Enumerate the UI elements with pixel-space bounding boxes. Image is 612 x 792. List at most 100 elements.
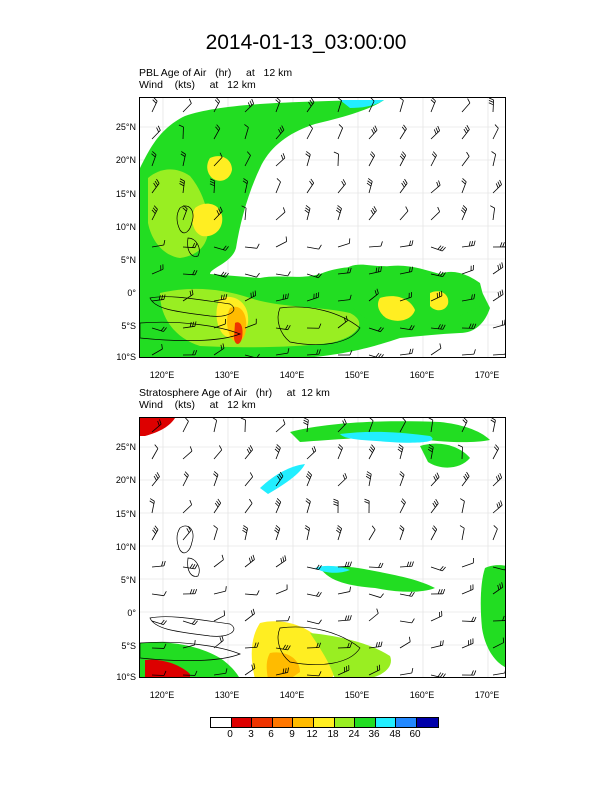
- wind-barb: [275, 471, 284, 487]
- wind-barb: [178, 124, 184, 140]
- wind-barb: [337, 615, 352, 622]
- wind-barb: [399, 561, 414, 568]
- wind-barb: [492, 319, 505, 329]
- strat-field-green-east: [480, 565, 505, 667]
- colorbar-swatch: [231, 718, 253, 727]
- wind-barb: [182, 269, 198, 276]
- wind-barb: [337, 665, 350, 676]
- wind-barb: [151, 151, 157, 167]
- wind-barb: [182, 289, 194, 302]
- p2-lon-label: 130°E: [214, 690, 240, 700]
- wind-barb: [244, 124, 249, 140]
- wind-barb: [492, 289, 504, 302]
- wind-barb: [490, 418, 496, 433]
- colorbar-label: 12: [306, 729, 318, 740]
- wind-barb: [399, 471, 405, 487]
- wind-barb: [304, 525, 310, 541]
- wind-barb: [430, 472, 440, 487]
- wind-barb: [492, 615, 505, 622]
- wind-barb: [461, 638, 474, 649]
- p1-lat-label: 5°N: [120, 255, 136, 265]
- wind-barb: [337, 315, 348, 329]
- wind-barb: [428, 418, 434, 433]
- wind-barb: [306, 591, 322, 597]
- wind-barb: [492, 124, 499, 140]
- wind-barb: [213, 343, 225, 356]
- strat-field-cyan-north: [340, 431, 433, 443]
- wind-barb: [336, 525, 342, 541]
- wind-barb: [151, 264, 164, 275]
- strat-field-red-south: [145, 659, 190, 677]
- pbl-field-yellow-5: [430, 291, 449, 311]
- pbl-field-lightgreen-south: [160, 288, 360, 348]
- wind-barb: [151, 326, 167, 332]
- wind-barb: [212, 418, 218, 433]
- wind-barb: [306, 178, 315, 194]
- wind-barb: [182, 639, 196, 649]
- wind-barb: [275, 125, 285, 140]
- wind-barb: [368, 418, 374, 433]
- wind-barb: [151, 240, 166, 248]
- wind-barb: [492, 472, 503, 487]
- wind-barb: [460, 498, 465, 514]
- p2-lat-label: 10°S: [116, 672, 136, 682]
- wind-barb: [244, 272, 260, 278]
- p1-lon-label: 140°E: [279, 370, 305, 380]
- panel1-wind-label: Wind (kts) at 12 km: [139, 79, 256, 91]
- wind-barb: [337, 238, 351, 248]
- wind-barb: [399, 618, 415, 624]
- wind-barb: [275, 178, 281, 194]
- colorbar-label: 3: [248, 729, 254, 740]
- wind-barb: [461, 349, 476, 356]
- panel2-wind-label: Wind (kts) at 12 km: [139, 399, 256, 411]
- wind-barb: [430, 151, 437, 167]
- p2-lon-label: 140°E: [279, 690, 305, 700]
- wind-barb: [430, 640, 444, 649]
- wind-barb: [151, 178, 160, 194]
- p1-lat-label: 10°N: [115, 222, 136, 232]
- wind-barb: [430, 525, 438, 541]
- wind-barb: [368, 664, 381, 676]
- wind-barb: [461, 616, 477, 622]
- wind-barb: [151, 560, 166, 568]
- panel2-field-label: Stratosphere Age of Air (hr) at 12 km: [139, 387, 330, 399]
- wind-barb: [213, 124, 221, 140]
- wind-barb: [492, 242, 505, 248]
- wind-barb: [430, 98, 436, 113]
- wind-barb: [430, 610, 443, 622]
- wind-barb: [461, 151, 470, 167]
- wind-barb: [427, 444, 434, 460]
- p1-lon-label: 150°E: [344, 370, 370, 380]
- wind-barb: [368, 98, 375, 113]
- wind-barb: [244, 642, 259, 649]
- wind-barb: [182, 242, 198, 249]
- wind-barb: [430, 290, 443, 302]
- wind-barb: [182, 471, 189, 487]
- colorbar-swatch: [313, 718, 335, 727]
- wind-barb: [306, 564, 322, 570]
- wind-barb: [491, 151, 497, 167]
- wind-barb: [244, 554, 255, 568]
- wind-barb: [213, 610, 226, 622]
- wind-barb: [337, 472, 348, 487]
- wind-barb: [492, 566, 505, 571]
- p2-lon-label: 150°E: [344, 690, 370, 700]
- wind-barb: [337, 418, 347, 433]
- wind-barb: [180, 151, 186, 167]
- wind-barb: [461, 558, 474, 568]
- wind-barb: [461, 125, 470, 140]
- wind-barb: [213, 293, 228, 302]
- wind-barb: [275, 615, 291, 622]
- wind-barb: [333, 151, 339, 167]
- colorbar-swatch: [375, 718, 397, 727]
- colorbar-swatch: [334, 718, 356, 727]
- wind-barb: [430, 206, 440, 221]
- pbl-field-cyan: [340, 100, 384, 108]
- wind-barb: [368, 352, 384, 357]
- wind-barb: [399, 418, 407, 433]
- wind-barb: [337, 267, 352, 275]
- wind-barb: [430, 245, 446, 252]
- wind-barb: [492, 637, 505, 649]
- p1-lon-label: 170°E: [474, 370, 500, 380]
- wind-barb: [304, 205, 311, 221]
